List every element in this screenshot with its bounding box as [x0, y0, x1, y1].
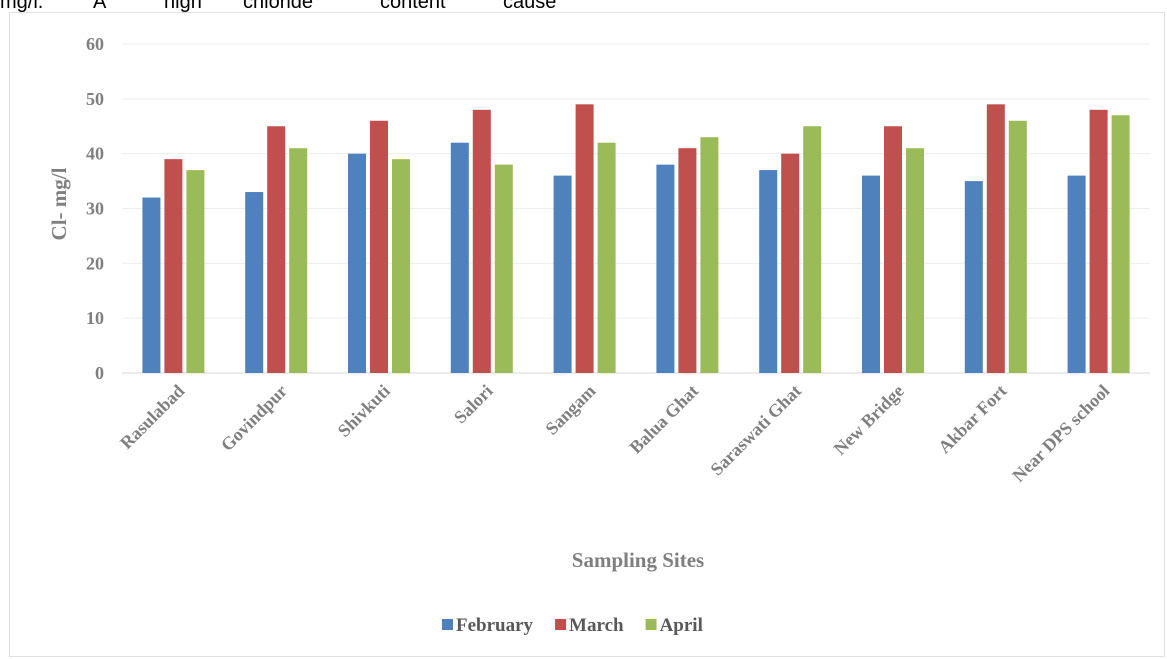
bar-april [289, 148, 308, 373]
bar-february [245, 192, 264, 373]
chart-frame [9, 12, 1165, 657]
y-axis-ticks: 0 10 20 30 40 50 60 [86, 34, 104, 383]
text-word: mg/l. [0, 0, 44, 13]
text-word: content [380, 0, 446, 13]
bar-march [267, 126, 286, 373]
x-tick-label: Saraswati Ghat [706, 381, 805, 480]
legend-label: March [569, 615, 624, 636]
x-tick-label: Akbar Fort [934, 381, 1010, 457]
y-axis-title: Cl- mg/l [47, 167, 71, 240]
bar-april [1111, 115, 1130, 374]
bar-february [862, 175, 880, 373]
y-tick-label: 20 [86, 253, 104, 273]
text-word: chloride [243, 0, 314, 13]
x-tick-label: Sangam [541, 381, 599, 439]
bar-march [678, 148, 697, 373]
bar-march [472, 109, 491, 374]
bar-april [1008, 120, 1027, 374]
bar-march [370, 120, 388, 374]
bar-february [656, 164, 675, 373]
bar-february [964, 181, 983, 373]
bar-march [575, 104, 594, 374]
bar-march [1089, 109, 1108, 374]
bar-april [803, 126, 822, 373]
x-tick-label: Salori [450, 381, 497, 428]
text-word: A [93, 0, 107, 13]
y-tick-label: 40 [86, 144, 104, 164]
legend-swatch-april [645, 619, 657, 630]
bar-april [494, 164, 513, 373]
legend: February March April [442, 615, 703, 636]
x-axis-title: Sampling Sites [572, 548, 704, 572]
x-tick-label: Shivkuti [334, 381, 394, 441]
bar-february [450, 142, 469, 373]
x-tick-label: Rasulabad [116, 381, 188, 453]
bar-april [597, 142, 616, 373]
bar-april [906, 148, 924, 373]
bar-february [553, 175, 572, 373]
legend-swatch-march [555, 619, 567, 630]
bar-february [759, 170, 778, 373]
bar-april [186, 170, 205, 373]
y-tick-label: 10 [86, 308, 104, 328]
text-word: cause [503, 0, 557, 13]
bar-april [392, 159, 410, 373]
bar-february [142, 197, 161, 373]
bars [142, 104, 1130, 374]
y-tick-label: 60 [86, 34, 104, 54]
x-tick-label: Near DPS school [1008, 381, 1113, 486]
bar-april [700, 137, 719, 373]
y-tick-label: 30 [86, 199, 104, 219]
body-text-fragment: mg/l. A high chloride content cause [0, 0, 1167, 13]
text-word: high [164, 0, 202, 13]
x-axis-ticks: Rasulabad Govindpur Shivkuti Salori Sangam Ba… [116, 381, 1113, 486]
bar-march [884, 126, 902, 373]
x-tick-label: Govindpur [217, 381, 291, 455]
bar-march [781, 153, 800, 373]
y-tick-label: 0 [95, 363, 104, 383]
bar-february [1067, 175, 1086, 373]
legend-label: February [456, 615, 534, 636]
x-tick-label: Balua Ghat [625, 381, 702, 458]
bar-march [986, 104, 1005, 374]
y-tick-label: 50 [86, 89, 104, 109]
bar-february [348, 153, 366, 373]
x-tick-label: New Bridge [830, 381, 908, 459]
legend-label: April [660, 615, 703, 636]
bar-march [164, 159, 183, 373]
legend-swatch-february [442, 619, 453, 630]
